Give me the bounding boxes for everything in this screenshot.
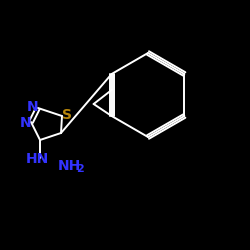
Text: N: N bbox=[27, 100, 39, 114]
Text: S: S bbox=[62, 108, 72, 122]
Text: NH: NH bbox=[58, 159, 80, 173]
Text: HN: HN bbox=[26, 152, 48, 166]
Text: N: N bbox=[20, 116, 32, 130]
Text: 2: 2 bbox=[76, 164, 84, 174]
